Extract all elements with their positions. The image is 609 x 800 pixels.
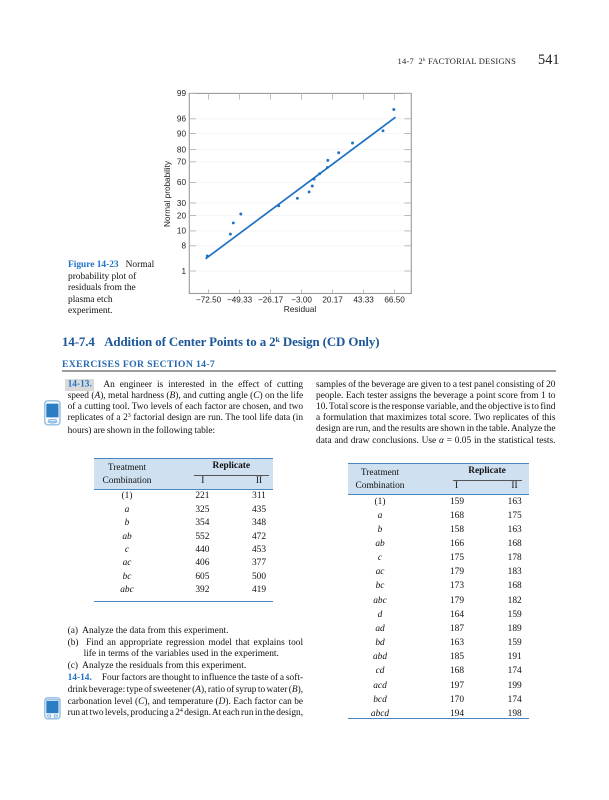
svg-text:20: 20 (177, 211, 187, 220)
svg-text:−49.33: −49.33 (227, 296, 253, 305)
svg-text:1: 1 (181, 267, 186, 276)
svg-text:66.50: 66.50 (384, 296, 405, 305)
svg-text:20.17: 20.17 (322, 296, 343, 305)
svg-text:60: 60 (177, 178, 187, 187)
svg-text:Normal probability: Normal probability (163, 160, 172, 227)
svg-text:−26.17: −26.17 (258, 296, 284, 305)
svg-text:−72.50: −72.50 (196, 296, 222, 305)
svg-text:96: 96 (177, 115, 187, 124)
svg-text:43.33: 43.33 (353, 296, 374, 305)
svg-text:99: 99 (177, 89, 187, 98)
svg-text:−3.00: −3.00 (291, 296, 312, 305)
svg-text:90: 90 (177, 129, 187, 138)
svg-text:80: 80 (177, 145, 187, 154)
svg-text:30: 30 (177, 199, 187, 208)
svg-text:10: 10 (177, 227, 187, 236)
svg-text:8: 8 (181, 242, 186, 251)
svg-text:70: 70 (177, 158, 187, 167)
svg-text:Residual: Residual (284, 304, 317, 314)
